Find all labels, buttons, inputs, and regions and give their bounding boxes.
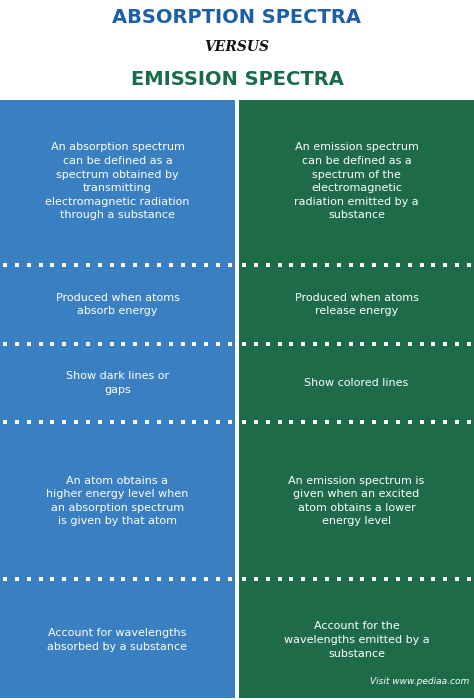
FancyBboxPatch shape xyxy=(0,268,235,346)
Text: Account for the
wavelengths emitted by a
substance: Account for the wavelengths emitted by a… xyxy=(283,622,429,659)
Text: Account for wavelengths
absorbed by a substance: Account for wavelengths absorbed by a su… xyxy=(47,629,188,652)
FancyBboxPatch shape xyxy=(239,346,474,425)
FancyBboxPatch shape xyxy=(239,268,474,346)
FancyBboxPatch shape xyxy=(239,425,474,582)
FancyBboxPatch shape xyxy=(0,346,235,425)
Text: ABSORPTION SPECTRA: ABSORPTION SPECTRA xyxy=(112,8,362,27)
Text: EMISSION SPECTRA: EMISSION SPECTRA xyxy=(130,70,344,89)
Text: Produced when atoms
release energy: Produced when atoms release energy xyxy=(294,293,419,316)
Text: Produced when atoms
absorb energy: Produced when atoms absorb energy xyxy=(55,293,180,316)
Text: Visit www.pediaa.com: Visit www.pediaa.com xyxy=(370,677,469,686)
FancyBboxPatch shape xyxy=(239,100,474,268)
FancyBboxPatch shape xyxy=(0,100,235,268)
FancyBboxPatch shape xyxy=(239,582,474,698)
Text: Show colored lines: Show colored lines xyxy=(304,378,409,388)
Text: An emission spectrum
can be defined as a
spectrum of the
electromagnetic
radiati: An emission spectrum can be defined as a… xyxy=(294,142,419,220)
Text: Show dark lines or
gaps: Show dark lines or gaps xyxy=(66,372,169,395)
FancyBboxPatch shape xyxy=(0,425,235,582)
Text: An absorption spectrum
can be defined as a
spectrum obtained by
transmitting
ele: An absorption spectrum can be defined as… xyxy=(45,142,190,220)
FancyBboxPatch shape xyxy=(0,582,235,698)
Text: VERSUS: VERSUS xyxy=(204,40,270,54)
Text: An atom obtains a
higher energy level when
an absorption spectrum
is given by th: An atom obtains a higher energy level wh… xyxy=(46,475,189,526)
Text: An emission spectrum is
given when an excited
atom obtains a lower
energy level: An emission spectrum is given when an ex… xyxy=(288,475,425,526)
